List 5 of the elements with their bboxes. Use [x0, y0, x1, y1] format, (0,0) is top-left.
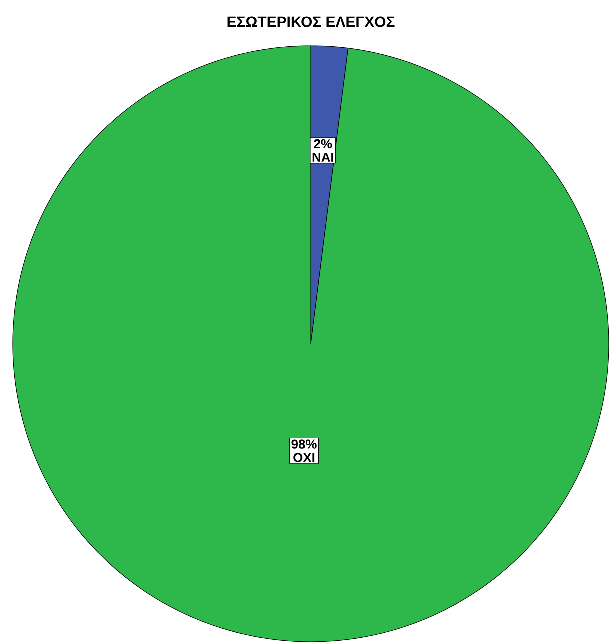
slice-label: ΝΑΙ: [312, 153, 334, 162]
chart-title: ΕΣΩΤΕΡΙΚΟΣ ΕΛΕΓΧΟΣ: [228, 16, 395, 28]
slice-label: ΟΧΙ: [294, 453, 315, 462]
data-label: 2%: [314, 139, 332, 149]
data-label: 98%: [292, 440, 317, 449]
